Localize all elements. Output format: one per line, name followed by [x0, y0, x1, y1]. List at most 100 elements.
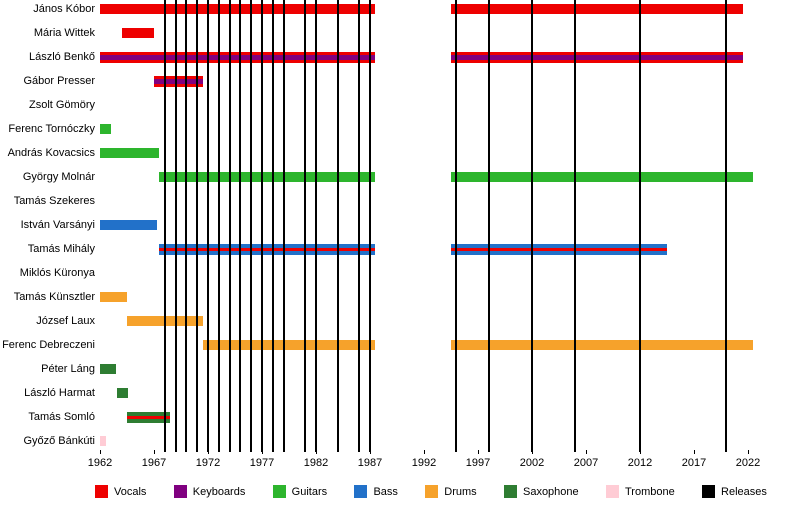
release-line — [282, 0, 285, 452]
timeline-bar-vocals — [451, 247, 667, 251]
member-label: Zsolt Gömöry — [28, 99, 95, 111]
x-tick — [100, 450, 101, 454]
timeline-bar-saxophone — [127, 411, 171, 416]
timeline-bar-guitars — [159, 172, 376, 182]
legend-item-keyboards: Keyboards — [173, 485, 245, 498]
timeline-bar-vocals — [100, 4, 376, 14]
legend: Vocals Keyboards Guitars Bass Drums Saxophone… — [95, 485, 767, 498]
timeline-bar-trombone — [100, 436, 107, 446]
x-tick — [640, 450, 641, 454]
legend-label: Releases — [721, 485, 767, 498]
legend-label: Drums — [444, 485, 477, 498]
timeline-bar-vocals — [451, 4, 743, 14]
timeline-bar-vocals — [451, 59, 743, 63]
x-tick — [694, 450, 695, 454]
legend-label: Guitars — [291, 485, 328, 498]
release-line — [487, 0, 490, 452]
release-line — [455, 0, 458, 452]
x-tick — [370, 450, 371, 454]
vocals-swatch — [95, 485, 108, 498]
legend-item-guitars: Guitars — [272, 485, 328, 498]
timeline-bar-vocals — [154, 83, 203, 87]
saxophone-swatch — [503, 485, 517, 498]
release-line — [207, 0, 209, 452]
member-label: József Laux — [36, 315, 95, 327]
legend-item-vocals: Vocals — [95, 485, 146, 498]
x-tick-label: 1997 — [465, 457, 491, 469]
member-label: Ferenc Tornóczky — [8, 123, 95, 135]
timeline-bar-guitars — [100, 148, 160, 158]
x-tick-label: 1962 — [87, 457, 113, 469]
release-line — [228, 0, 231, 452]
timeline-bar-vocals — [100, 51, 376, 55]
timeline-bar-keyboards — [100, 54, 376, 60]
timeline-bar-bass — [451, 250, 667, 255]
release-line — [196, 0, 199, 452]
timeline-bar-keyboards — [451, 54, 743, 60]
legend-item-bass: Bass — [354, 485, 398, 498]
release-line — [250, 0, 253, 452]
release-line — [239, 0, 242, 452]
x-tick — [748, 450, 749, 454]
timeline-bar-saxophone — [100, 364, 117, 374]
legend-item-releases: Releases — [702, 485, 767, 498]
x-tick-label: 1982 — [303, 457, 329, 469]
member-label: László Benkő — [28, 51, 95, 63]
member-label: Győző Bánkúti — [23, 435, 95, 447]
release-line — [261, 0, 263, 452]
timeline-bar-vocals — [159, 247, 376, 251]
legend-item-trombone: Trombone — [605, 485, 675, 498]
timeline-bar-drums — [451, 340, 754, 350]
x-tick-label: 1977 — [249, 457, 275, 469]
timeline-bar-vocals — [451, 51, 743, 55]
timeline-bar-vocals — [100, 59, 376, 63]
legend-item-drums: Drums — [425, 485, 477, 498]
member-label: Tamás Szekeres — [13, 195, 95, 207]
release-line — [639, 0, 641, 452]
timeline-bar-saxophone — [117, 388, 129, 398]
legend-label: Vocals — [114, 485, 147, 498]
x-tick-label: 2017 — [681, 457, 707, 469]
timeline-bar-vocals — [127, 415, 171, 419]
release-line — [185, 0, 188, 452]
member-label: Tamás Somló — [28, 411, 95, 423]
legend-label: Bass — [373, 485, 398, 498]
releases-swatch — [702, 485, 716, 498]
member-label: Tamás Mihály — [27, 243, 95, 255]
release-line — [725, 0, 728, 452]
timeline-bar-vocals — [121, 28, 154, 38]
release-line — [271, 0, 274, 452]
x-tick-label: 1987 — [357, 457, 383, 469]
x-tick-label: 1967 — [141, 457, 167, 469]
member-label: Péter Láng — [41, 363, 95, 375]
release-line — [531, 0, 533, 452]
legend-label: Trombone — [624, 485, 675, 498]
release-line — [315, 0, 317, 452]
member-label: Miklós Küronya — [19, 267, 95, 279]
member-label: Ferenc Debreczeni — [2, 339, 95, 351]
x-tick-label: 1992 — [411, 457, 437, 469]
timeline-bar-drums — [202, 340, 376, 350]
x-tick-label: 2022 — [735, 457, 761, 469]
timeline-bar-drums — [100, 292, 127, 302]
drums-swatch — [425, 485, 439, 498]
release-line — [358, 0, 361, 452]
member-label: Gábor Presser — [23, 75, 95, 87]
member-label: János Kóbor — [33, 3, 95, 15]
release-line — [574, 0, 577, 452]
legend-item-saxophone: Saxophone — [503, 485, 579, 498]
timeline-bar-bass — [159, 243, 376, 248]
timeline-bar-bass — [159, 250, 376, 255]
release-line — [369, 0, 371, 452]
release-line — [336, 0, 339, 452]
timeline-bar-saxophone — [127, 418, 171, 423]
member-label: Mária Wittek — [33, 27, 95, 39]
trombone-swatch — [605, 485, 619, 498]
x-tick — [586, 450, 587, 454]
timeline-bar-vocals — [154, 75, 203, 79]
timeline-bar-guitars — [451, 172, 754, 182]
member-label: Tamás Künsztler — [13, 291, 95, 303]
release-line — [304, 0, 307, 452]
member-label: István Varsányi — [20, 219, 95, 231]
